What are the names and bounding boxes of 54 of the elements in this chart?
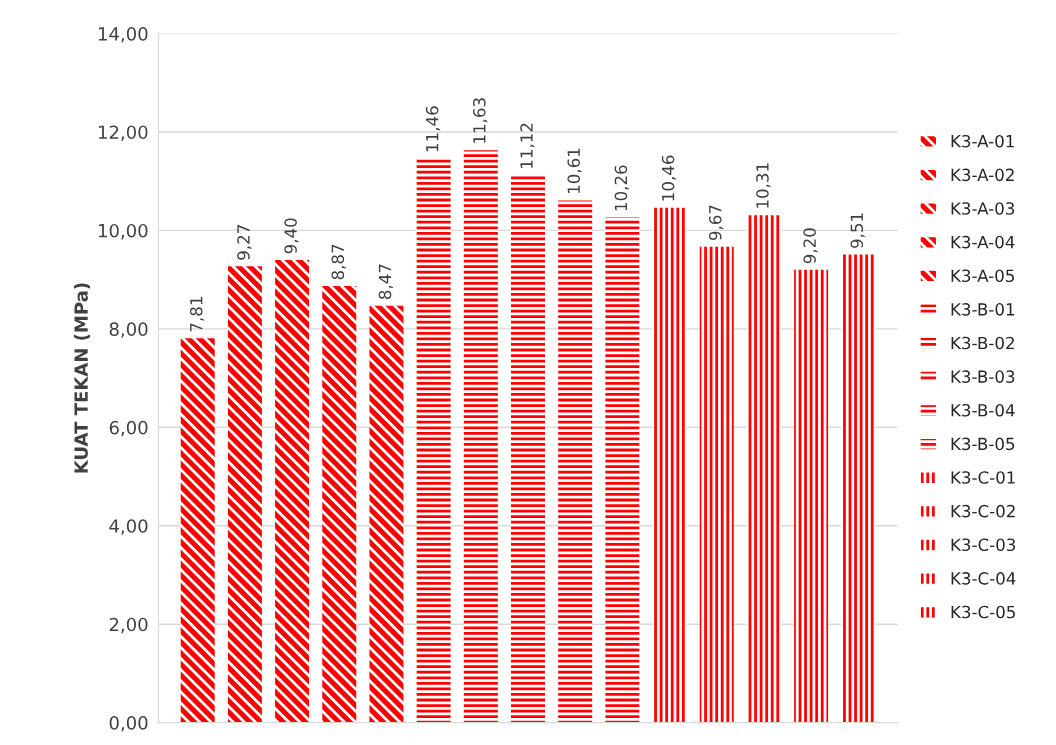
data-label: 8,87 xyxy=(331,244,346,280)
legend-label: K3-C-02 xyxy=(951,504,1015,518)
data-label: 11,46 xyxy=(425,106,441,152)
legend-label: K3-B-03 xyxy=(951,370,1015,383)
data-label: 11,63 xyxy=(473,98,488,143)
y-axis-title: KUAT TEKAN (MPa) xyxy=(73,283,91,473)
y-tick-label: 8,00 xyxy=(109,322,148,338)
bar xyxy=(794,269,829,723)
data-label: 9,51 xyxy=(850,213,865,248)
legend-label: K3-B-04 xyxy=(951,403,1015,417)
data-label: 9,67 xyxy=(708,205,724,241)
data-label: 9,20 xyxy=(803,228,818,264)
data-label: 10,61 xyxy=(567,148,582,194)
bar xyxy=(699,246,734,723)
legend-label: K3-A-03 xyxy=(951,202,1015,215)
y-tick-label: 2,00 xyxy=(109,617,148,634)
legend-label: K3-A-04 xyxy=(951,235,1015,249)
data-label: 7,81 xyxy=(189,297,205,332)
data-label: 10,26 xyxy=(614,165,629,211)
legend-label: K3-B-05 xyxy=(951,437,1015,451)
data-label: 9,40 xyxy=(284,218,299,254)
legend-label: K3-C-03 xyxy=(951,538,1016,552)
y-tick-label: 14,00 xyxy=(98,26,148,43)
bar xyxy=(463,150,498,723)
bar xyxy=(416,158,451,723)
legend-label: K3-A-02 xyxy=(951,168,1014,182)
legend-label: K3-B-01 xyxy=(951,303,1015,316)
legend-label: K3-A-05 xyxy=(951,269,1014,283)
legend-label: K3-C-05 xyxy=(951,605,1015,619)
y-tick-label: 0,00 xyxy=(109,716,148,732)
y-tick-label: 4,00 xyxy=(109,519,148,535)
legend-label: K3-A-01 xyxy=(951,134,1014,148)
legend-label: K3-C-04 xyxy=(951,572,1016,585)
data-label: 10,46 xyxy=(661,155,677,201)
bar xyxy=(275,259,310,723)
bar xyxy=(180,338,215,723)
y-tick-label: 12,00 xyxy=(98,125,148,141)
bar xyxy=(746,215,781,723)
y-tick-label: 6,00 xyxy=(109,420,148,437)
legend-label: K3-C-01 xyxy=(951,471,1015,484)
bar xyxy=(369,305,404,723)
bar xyxy=(322,286,357,723)
data-label: 9,27 xyxy=(237,225,252,260)
y-tick-label: 10,00 xyxy=(98,223,148,240)
legend-label: K3-B-02 xyxy=(951,336,1014,350)
data-label: 11,12 xyxy=(520,123,535,168)
bar xyxy=(841,254,876,723)
bar xyxy=(652,207,687,723)
bar xyxy=(558,200,593,723)
bar xyxy=(227,266,262,723)
bar xyxy=(605,217,640,723)
data-label: 8,47 xyxy=(378,264,393,300)
bar xyxy=(511,175,545,723)
data-label: 10,31 xyxy=(756,163,771,208)
